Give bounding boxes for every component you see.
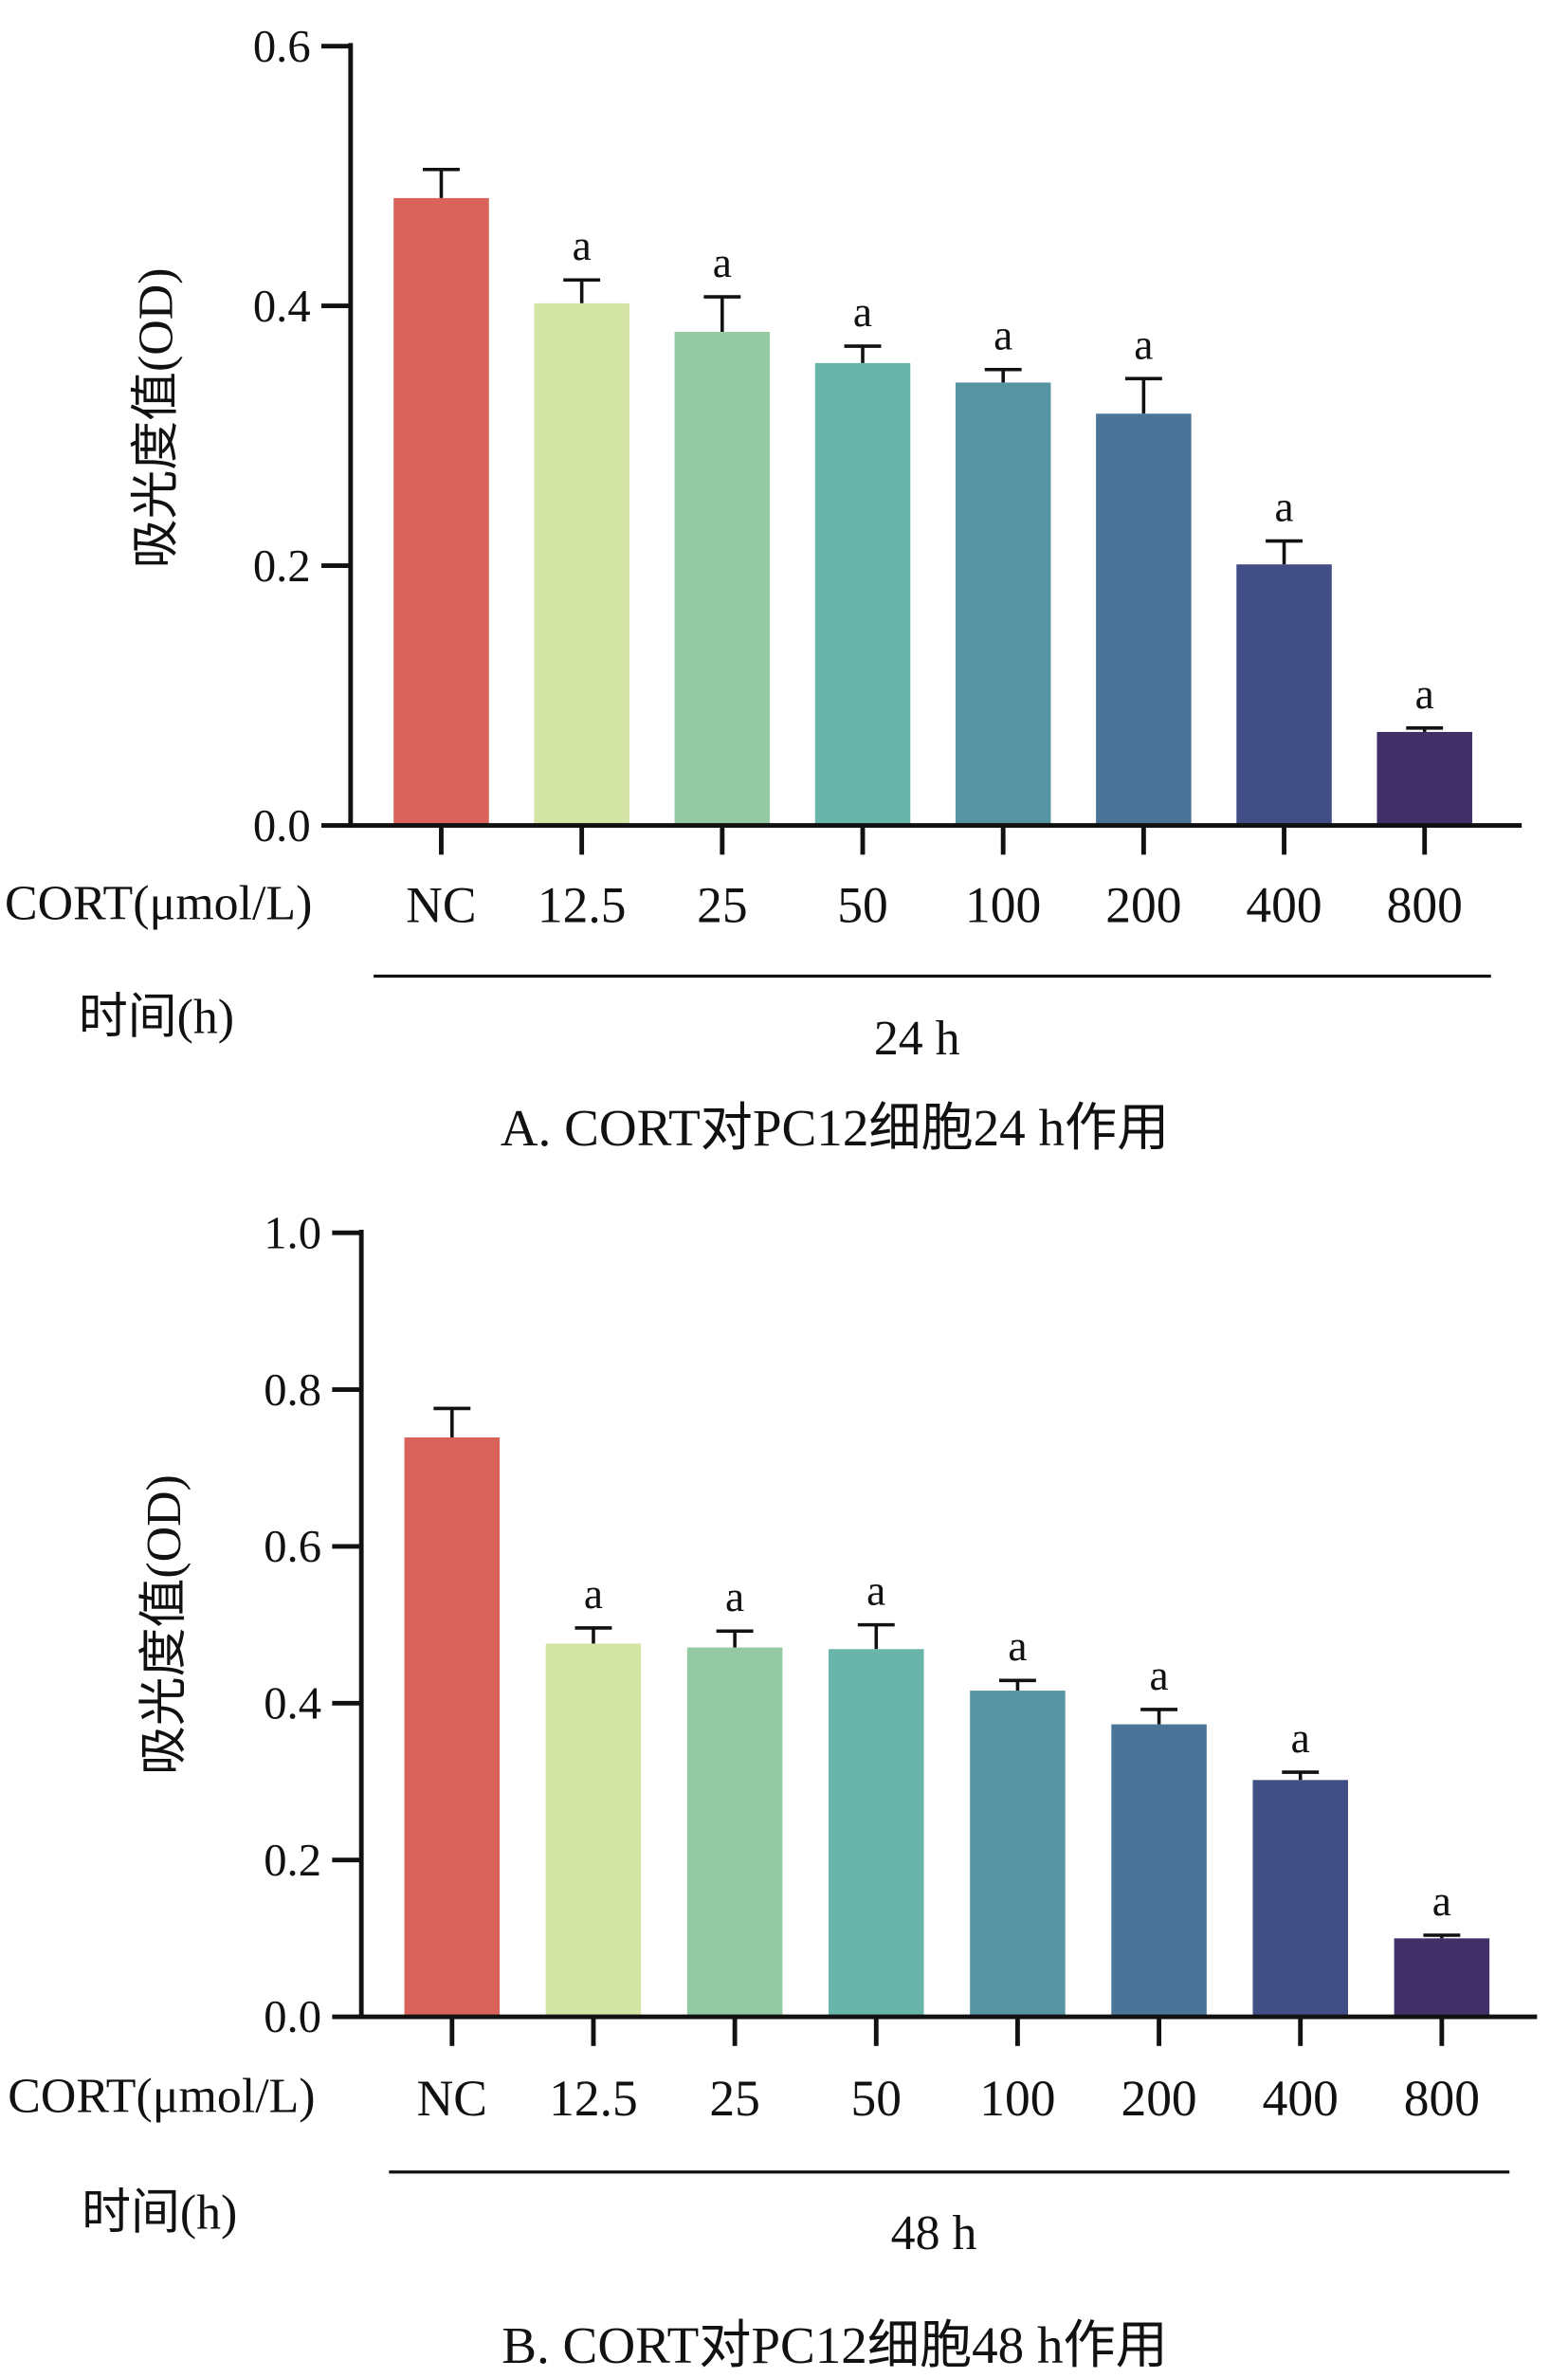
bar-800 [1394,1938,1490,2018]
x-tick-label: 50 [851,2070,902,2127]
y-tick-label: 0.6 [253,21,311,72]
significance-label: a [1432,1877,1451,1925]
y-tick-label: 1.0 [264,1207,321,1258]
y-tick-label: 0.4 [264,1678,321,1729]
x-tick-label: 12.5 [549,2070,638,2127]
x-tick-label: 200 [1105,877,1181,934]
x-tick-label: 800 [1387,877,1463,934]
significance-label: a [853,288,872,336]
bar-400 [1252,1780,1348,2018]
y-axis-label: 吸光度值(OD) [130,268,184,569]
significance-label: a [713,239,732,286]
chart-b: NC a 12.5 a 25 a 50 a 100 a 200 a 400 a 800 0.0 0.2 0.4 0.… [8,1207,1538,2374]
bar-50 [829,1649,924,2018]
bar-12.5 [534,302,629,826]
bar-200 [1111,1724,1207,2018]
time-value: 24 h [874,1012,960,1066]
y-tick-label: 0.0 [264,1991,321,2042]
bar-800 [1377,731,1472,826]
bar-50 [814,362,911,826]
significance-label: a [1274,483,1293,530]
significance-label: a [584,1570,603,1618]
chart-a: NC a 12.5 a 25 a 50 a 100 a 200 a 400 a 800 0.0 0.2 0.4 0.… [5,21,1522,1157]
bar-200 [1096,413,1192,826]
bar-12.5 [545,1643,642,2018]
bar-100 [970,1691,1066,2018]
x-tick-label: 400 [1263,2070,1339,2127]
time-value: 48 h [891,2206,977,2260]
x-tick-label: 100 [979,2070,1055,2127]
bar-100 [955,382,1051,826]
x-tick-label: 800 [1404,2070,1480,2127]
bar-NC [393,197,489,826]
significance-label: a [1291,1714,1310,1762]
chart-caption: A. CORT对PC12细胞24 h作用 [501,1099,1170,1157]
significance-label: a [1134,320,1153,368]
y-axis-label: 吸光度值(OD) [137,1474,191,1775]
significance-label: a [866,1567,885,1615]
y-tick-label: 0.2 [264,1835,321,1886]
x-tick-label: 200 [1121,2070,1196,2127]
significance-label: a [1008,1622,1027,1670]
x-tick-label: 400 [1246,877,1322,934]
x-tick-label: NC [406,877,476,934]
y-tick-label: 0.4 [253,281,311,332]
y-tick-label: 0.8 [264,1364,321,1416]
bar-400 [1236,564,1332,826]
significance-label: a [573,222,592,269]
x-tick-label: 50 [837,877,887,934]
y-tick-label: 0.6 [264,1521,321,1572]
significance-label: a [994,312,1012,359]
significance-label: a [725,1573,744,1620]
significance-label: a [1415,670,1434,718]
x-tick-label: 12.5 [538,877,627,934]
chart-caption: B. CORT对PC12细胞48 h作用 [501,2316,1167,2374]
x-tick-label: 25 [709,2070,759,2127]
x-row-label: CORT(μmol/L) [5,876,312,930]
bar-25 [686,1647,783,2018]
x-tick-label: NC [417,2070,487,2127]
bar-NC [404,1437,501,2018]
x-tick-label: 25 [697,877,747,934]
y-tick-label: 0.2 [253,540,311,592]
time-row-label: 时间(h) [82,2186,237,2241]
bar-25 [674,332,771,826]
x-tick-label: 100 [965,877,1041,934]
time-row-label: 时间(h) [79,990,234,1044]
y-tick-label: 0.0 [253,800,311,851]
x-row-label: CORT(μmol/L) [8,2070,315,2124]
significance-label: a [1150,1652,1169,1699]
